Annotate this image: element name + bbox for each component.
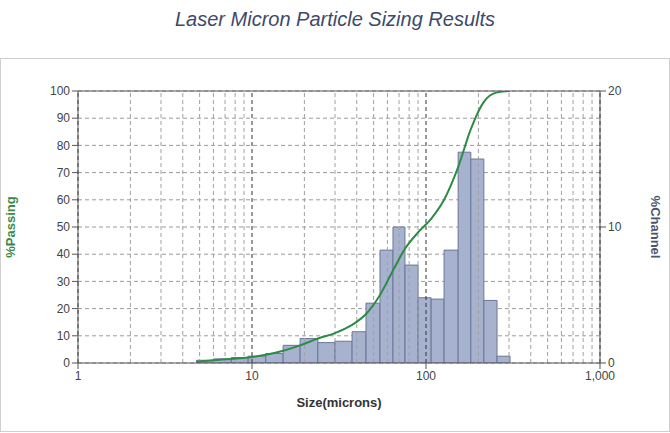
svg-text:10: 10 — [245, 369, 259, 383]
svg-text:100: 100 — [416, 369, 436, 383]
svg-text:%Channel: %Channel — [648, 196, 662, 259]
svg-text:30: 30 — [57, 275, 71, 289]
svg-text:10: 10 — [57, 329, 71, 343]
svg-text:%Passing: %Passing — [8, 196, 18, 257]
svg-text:10: 10 — [608, 220, 622, 234]
svg-text:20: 20 — [57, 302, 71, 316]
svg-text:90: 90 — [57, 111, 71, 125]
svg-text:60: 60 — [57, 193, 71, 207]
svg-text:1,000: 1,000 — [585, 369, 615, 383]
svg-text:80: 80 — [57, 139, 71, 153]
svg-text:50: 50 — [57, 220, 71, 234]
svg-text:0: 0 — [63, 356, 70, 370]
svg-text:100: 100 — [50, 84, 70, 98]
html-text:Laser Micron Particle Sizing R: Laser Micron Particle Sizing Results — [174, 8, 496, 30]
svg-text:20: 20 — [608, 84, 622, 98]
svg-text:Size(microns): Size(microns) — [296, 395, 381, 410]
svg-text:1: 1 — [75, 369, 82, 383]
svg-text:0: 0 — [608, 356, 615, 370]
svg-text:40: 40 — [57, 247, 71, 261]
svg-text:70: 70 — [57, 166, 71, 180]
